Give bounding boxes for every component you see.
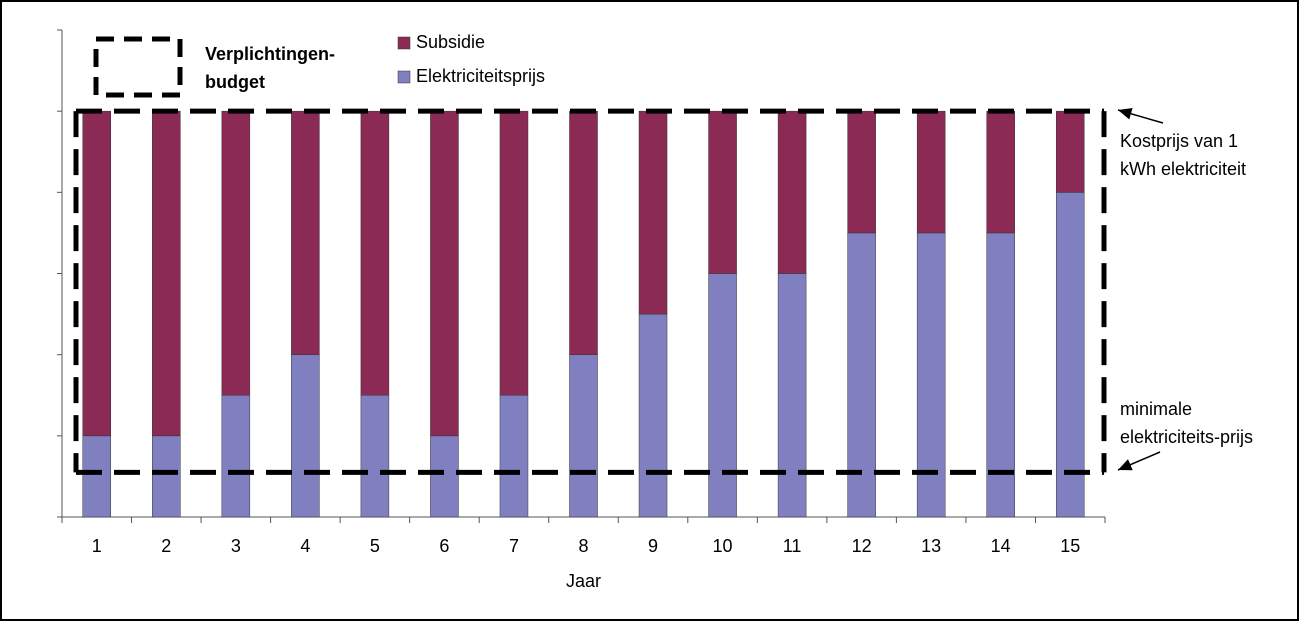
bar-segment xyxy=(986,232,1015,518)
x-tick-label: 15 xyxy=(1060,536,1080,556)
x-tick-label: 8 xyxy=(578,536,588,556)
x-tick-label: 9 xyxy=(648,536,658,556)
reference-label: Kostprijs van 1 xyxy=(1120,131,1238,151)
bar-segment xyxy=(638,313,668,518)
bar-segment xyxy=(360,110,390,396)
x-tick-label: 11 xyxy=(783,536,802,556)
bar-segment xyxy=(291,110,320,355)
reference-label: kWh elektriciteit xyxy=(1120,159,1246,179)
arrow xyxy=(1117,107,1164,124)
bar-segment xyxy=(569,110,598,355)
legend-label: Subsidie xyxy=(416,32,485,52)
bar-segment xyxy=(1055,192,1085,518)
bar-segment xyxy=(360,395,390,518)
bar-segment xyxy=(430,110,459,437)
reference-label: minimale xyxy=(1120,399,1192,419)
reference-label: elektriciteits-prijs xyxy=(1120,427,1253,447)
bar-segment xyxy=(499,395,529,518)
budget-legend-box xyxy=(93,36,183,98)
bar-segment xyxy=(916,232,946,518)
bar-segment xyxy=(152,435,181,518)
x-tick-label: 5 xyxy=(370,536,380,556)
bar-segment xyxy=(638,110,668,315)
bar-segment xyxy=(82,435,112,518)
bar-segment xyxy=(221,395,251,518)
bar-segment xyxy=(1055,110,1085,193)
x-tick-label: 13 xyxy=(921,536,941,556)
legend-label: Elektriciteitsprijs xyxy=(416,66,545,86)
budget-legend-label: Verplichtingen- xyxy=(205,44,335,64)
legend-swatch xyxy=(397,36,411,50)
bar-segment xyxy=(986,110,1015,234)
x-tick-label: 10 xyxy=(713,536,733,556)
bar-segment xyxy=(82,110,112,437)
legend-swatch xyxy=(397,70,411,84)
x-tick-label: 3 xyxy=(231,536,241,556)
bar-segment xyxy=(569,354,598,518)
bar-segment xyxy=(291,354,320,518)
bar-segment xyxy=(847,110,876,234)
bar-segment xyxy=(916,110,946,234)
x-tick-label: 14 xyxy=(991,536,1011,556)
bar-segment xyxy=(221,110,251,396)
budget-legend-label: budget xyxy=(205,72,265,92)
bar-segment xyxy=(708,273,737,518)
x-tick-label: 2 xyxy=(161,536,171,556)
bar-segment xyxy=(430,435,459,518)
bar-segment xyxy=(777,273,807,518)
bar-segment xyxy=(708,110,737,274)
x-tick-label: 12 xyxy=(852,536,872,556)
x-tick-label: 4 xyxy=(300,536,310,556)
bar-segment xyxy=(152,110,181,437)
bar-segment xyxy=(499,110,529,396)
x-tick-label: 6 xyxy=(439,536,449,556)
x-axis-title: Jaar xyxy=(566,571,601,591)
bar-segment xyxy=(777,110,807,274)
x-tick-label: 7 xyxy=(509,536,519,556)
x-tick-label: 1 xyxy=(92,536,102,556)
arrow xyxy=(1117,451,1161,471)
